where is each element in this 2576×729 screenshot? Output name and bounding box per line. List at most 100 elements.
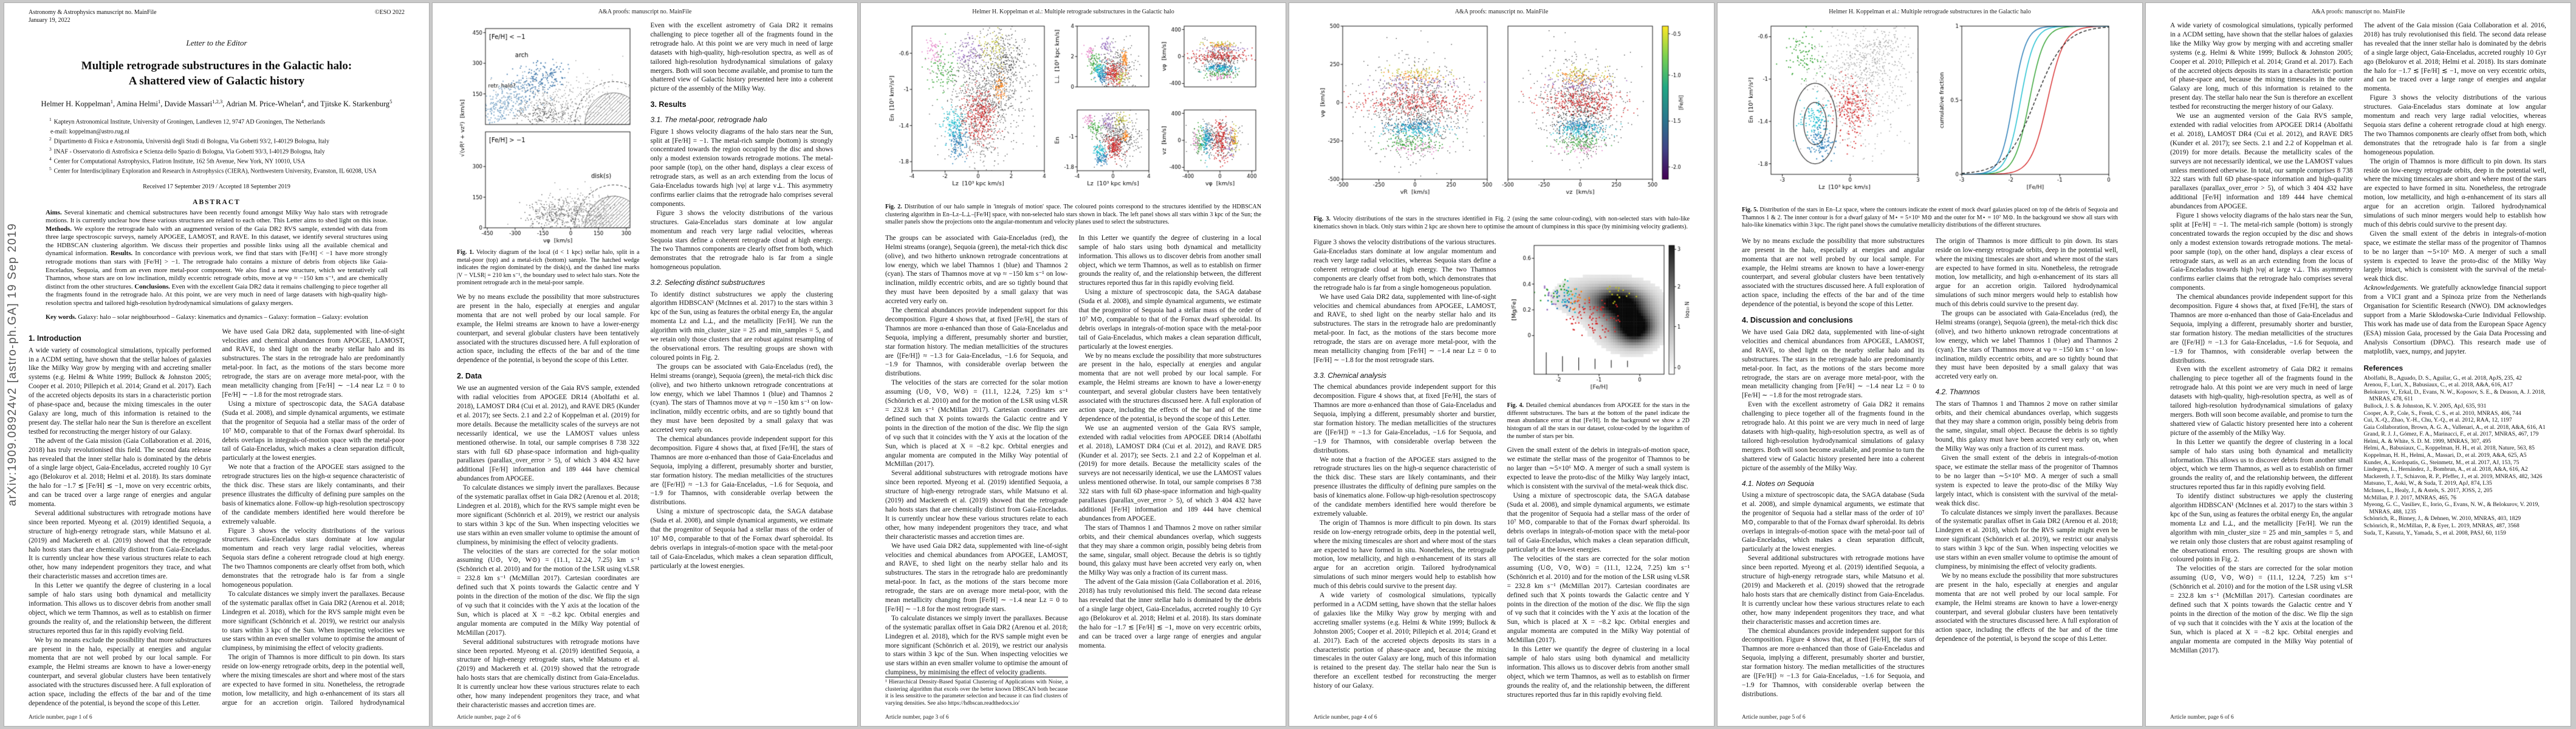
paragraph: The groups can be associated with Gaia-E… [650, 363, 834, 434]
subsection-heading: 3.3. Chemical analysis [1314, 371, 1387, 380]
abstract-text: Aims. Several kinematic and chemical sub… [46, 208, 388, 307]
letter-to-editor-tag: Letter to the Editor [186, 38, 247, 47]
received-accepted-line: Received 17 September 2019 / Accepted 18… [143, 183, 290, 190]
paragraph: The chemical abundances provide independ… [2170, 293, 2353, 364]
reference-item: Arenou, F., Luri, X., Babusiaux, C., et … [2363, 382, 2513, 389]
paragraph: Given the small extent of the debris in … [1935, 454, 2119, 507]
abstract-heading: ABSTRACT [193, 198, 241, 206]
text-column-right: In this Letter we quantify the degree of… [1079, 234, 1262, 708]
footnote: ¹ Hierarchical Density-Based Spatial Clu… [885, 676, 1068, 708]
text-column-left: 1. Introduction A wide variety of cosmolo… [29, 327, 211, 708]
reference-item: Schönrich, R., McMillan, P., & Eyer, L. … [2363, 522, 2519, 529]
paragraph: Figure 3 shows the velocity distribution… [2363, 94, 2547, 156]
paragraph: To identify distinct substructures we ap… [650, 290, 834, 361]
page-footer: Article number, page 5 of 6 [1742, 714, 1806, 720]
paragraph: Figure 1 shows velocity diagrams of the … [2170, 212, 2353, 292]
paragraph: Figure 3 shows the velocity distribution… [1314, 239, 1496, 292]
two-column-body: 1. Introduction A wide variety of cosmolo… [29, 327, 405, 708]
subsection-heading: 4.1. Notes on Sequoia [1742, 479, 1814, 488]
page-2: A&A proofs: manuscript no. MainFile Fig.… [432, 2, 858, 727]
copyright-line: ©ESO 2022 [375, 9, 405, 16]
paragraph: Figure 3 shows the velocity distribution… [650, 209, 834, 272]
paragraph: Several additional substructures with re… [457, 638, 640, 708]
paragraph: The chemical abundances provide independ… [650, 436, 834, 507]
two-column-body: Figure 3 shows the velocity distribution… [1314, 238, 1690, 708]
section-heading: 2. Data [457, 372, 482, 381]
author-affil-sup: 1 [157, 98, 161, 105]
paragraph: Several additional substructures with re… [1742, 555, 1925, 626]
affiliation-item: e-mail: koppelman@astro.rug.nl [50, 128, 130, 135]
page-4: A&A proofs: manuscript no. MainFile Fig.… [1289, 2, 1714, 727]
paragraph: We by no means exclude the possibility t… [1935, 572, 2119, 643]
two-column-body: A wide variety of cosmological simulatio… [2170, 21, 2546, 708]
author-affil-sup: 5 [389, 98, 392, 105]
text-column-left: Fig. 1. Velocity diagram of the local (d… [457, 21, 640, 708]
paragraph: In this Letter we quantify the degree of… [1507, 646, 1690, 699]
paragraph: The velocities of the stars are correcte… [885, 379, 1068, 468]
paragraph: Figure 3 shows the velocity distribution… [222, 527, 405, 589]
title-line-1: Multiple retrograde substructures in the… [81, 60, 352, 72]
paragraph: We note that a fraction of the APOGEE st… [1314, 456, 1496, 518]
reference-item: Lindegren, L., Hernández, J., Bombrun, A… [2363, 466, 2528, 473]
paragraph: We have used Gaia DR2 data, supplemented… [222, 327, 405, 399]
page-footer: Article number, page 4 of 6 [1314, 714, 1377, 720]
author-name: Davide Massari [164, 100, 213, 109]
paragraph: In this Letter we quantify the degree of… [1078, 234, 1262, 287]
running-head: A&A proofs: manuscript no. MainFile [2311, 9, 2405, 15]
figure-2-caption: Fig. 2. Distribution of our halo sample … [885, 204, 1261, 226]
figure-3-canvas [1314, 19, 1690, 210]
paragraph: We use an augmented version of the Gaia … [1078, 424, 1262, 522]
author-name: Adrian M. Price-Whelan [225, 100, 301, 109]
figure-5 [1742, 19, 2119, 204]
paragraph: A wide variety of cosmological simulatio… [29, 346, 211, 436]
paragraph: We by no means exclude the possibility t… [29, 636, 211, 707]
author-name: Helmer H. Koppelman [41, 100, 111, 109]
text-column-right: We have used Gaia DR2 data, supplemented… [222, 327, 405, 708]
paragraph: We have used Gaia DR2 data, supplemented… [1314, 293, 1496, 364]
paragraph: We have used Gaia DR2 data, supplemented… [1742, 329, 1925, 400]
keywords-line: Key words. Galaxy: halo – solar neighbou… [46, 313, 368, 321]
paragraph: We by no means exclude the possibility t… [457, 293, 640, 364]
running-head: A&A proofs: manuscript no. MainFile [598, 9, 692, 15]
reference-item: Koppelman, H. H., Helmi, A., Massari, D.… [2363, 452, 2527, 459]
title-line-2: A shattered view of Galactic history [128, 74, 305, 87]
text-column-left: The groups can be associated with Gaia-E… [885, 234, 1068, 708]
paragraph: Even with the excellent astrometry of Ga… [650, 22, 834, 93]
paragraph: The origin of Thamnos is more difficult … [1314, 519, 1496, 590]
paragraph: We use an augmented version of the Gaia … [2170, 112, 2353, 211]
affiliation-item: 1 Kapteyn Astronomical Institute, Univer… [49, 116, 326, 125]
paragraph: The origin of Thamnos is more difficult … [222, 654, 405, 707]
subsection-heading: 3.2. Selecting distinct substructures [650, 278, 766, 287]
reference-item: Kunder, A., Kordopatis, G., Steinmetz, M… [2363, 459, 2519, 466]
figure-2 [885, 19, 1262, 201]
running-head: Helmer H. Koppelman et al.: Multiple ret… [1829, 9, 2031, 15]
paragraph: To calculate distances we simply invert … [885, 614, 1068, 677]
affiliation-item: 4 Center for Computational Astrophysics,… [49, 156, 306, 165]
running-head: Helmer H. Koppelman et al.: Multiple ret… [972, 9, 1174, 15]
two-column-body: The groups can be associated with Gaia-E… [885, 234, 1261, 708]
page-footer: Article number, page 1 of 6 [29, 714, 92, 720]
page-3: Helmer H. Koppelman et al.: Multiple ret… [860, 2, 1286, 727]
references-heading: References [2363, 363, 2403, 372]
author-affil-sup: 4 [301, 98, 304, 105]
reference-item: Belokurov, V., Erkal, D., Evans, N. W., … [2363, 388, 2546, 403]
figure-2-canvas [885, 19, 1262, 198]
running-head: A&A proofs: manuscript no. MainFile [1454, 9, 1549, 15]
paragraph: We use an augmented version of the Gaia … [457, 385, 640, 483]
paragraph: To calculate distances we simply invert … [1935, 508, 2119, 570]
text-column-left: We by no means exclude the possibility t… [1742, 237, 1925, 708]
two-column-body: We by no means exclude the possibility t… [1742, 237, 2118, 708]
paragraph: A wide variety of cosmological simulatio… [1314, 592, 1496, 690]
text-column-right: The origin of Thamnos is more difficult … [1936, 237, 2119, 708]
paragraph: The stars of Thamnos 1 and Thamnos 2 mov… [1078, 524, 1262, 577]
paragraph: The velocities of the stars are correcte… [2170, 565, 2353, 654]
arxiv-stamp: arXiv:1909.08924v2 [astro-ph.GA] 19 Sep … [6, 222, 19, 507]
figure-3 [1314, 19, 1690, 213]
paragraph: The origin of Thamnos is more difficult … [1935, 237, 2119, 309]
figure-3-caption: Fig. 3. Velocity distributions of the st… [1314, 216, 1690, 230]
section-heading: 1. Introduction [29, 334, 81, 343]
paragraph: Several additional substructures with re… [29, 509, 211, 581]
paragraph: We by no means exclude the possibility t… [1742, 237, 1925, 309]
author-affil-sup: 1 [110, 98, 113, 105]
paragraph: The velocities of the stars are correcte… [1507, 555, 1690, 645]
